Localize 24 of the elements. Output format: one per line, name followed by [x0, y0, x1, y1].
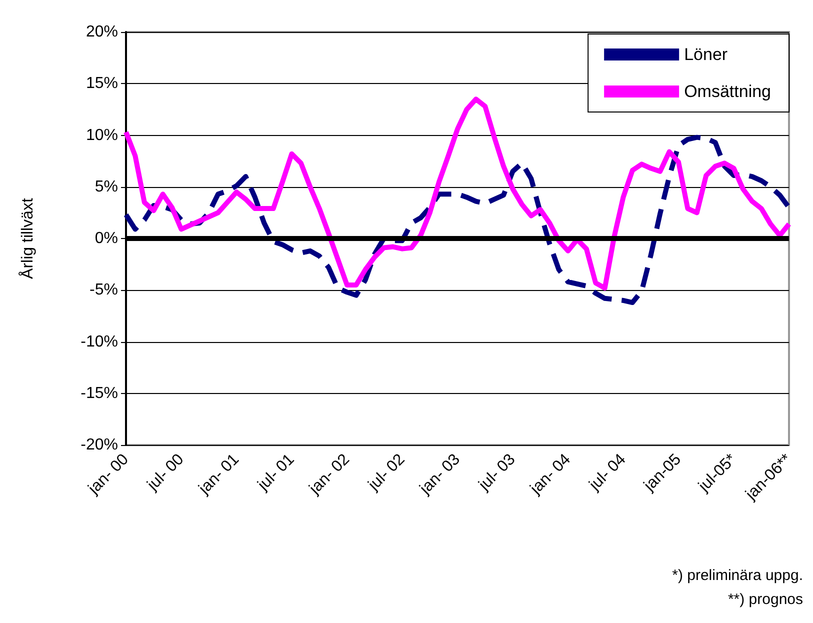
y-tick-label: 5% — [94, 178, 118, 196]
x-tick-label: jul- 01 — [254, 450, 298, 495]
x-tick-label: jan- 02 — [306, 450, 354, 498]
legend-label: Löner — [684, 45, 728, 64]
y-tick-label: 10% — [86, 126, 118, 144]
y-tick-label: -5% — [90, 282, 118, 299]
x-tick-label: jan- 00 — [84, 450, 132, 498]
x-tick-label: jul- 04 — [586, 450, 630, 495]
x-tick-label: jan- 03 — [416, 450, 464, 498]
y-tick-label: -15% — [80, 384, 118, 402]
legend-label: Omsättning — [684, 82, 772, 101]
y-tick-label: 0% — [94, 230, 118, 247]
y-tick-label: -20% — [80, 436, 118, 454]
text: *) preliminära uppg. — [672, 567, 804, 584]
y-tick-label: 20% — [86, 24, 118, 40]
x-tick-label: jul- 00 — [144, 450, 188, 495]
y-axis-title: Årlig tillväxt — [18, 197, 36, 279]
x-tick-label: jan- 04 — [526, 450, 574, 498]
text: **) prognos — [728, 591, 804, 608]
x-tick-label: jul- 03 — [475, 450, 519, 495]
x-tick-label: jul- 02 — [364, 450, 408, 495]
x-tick-label: jan- 01 — [195, 450, 243, 498]
y-tick-label: 15% — [86, 75, 118, 92]
y-tick-label: -10% — [80, 333, 118, 350]
